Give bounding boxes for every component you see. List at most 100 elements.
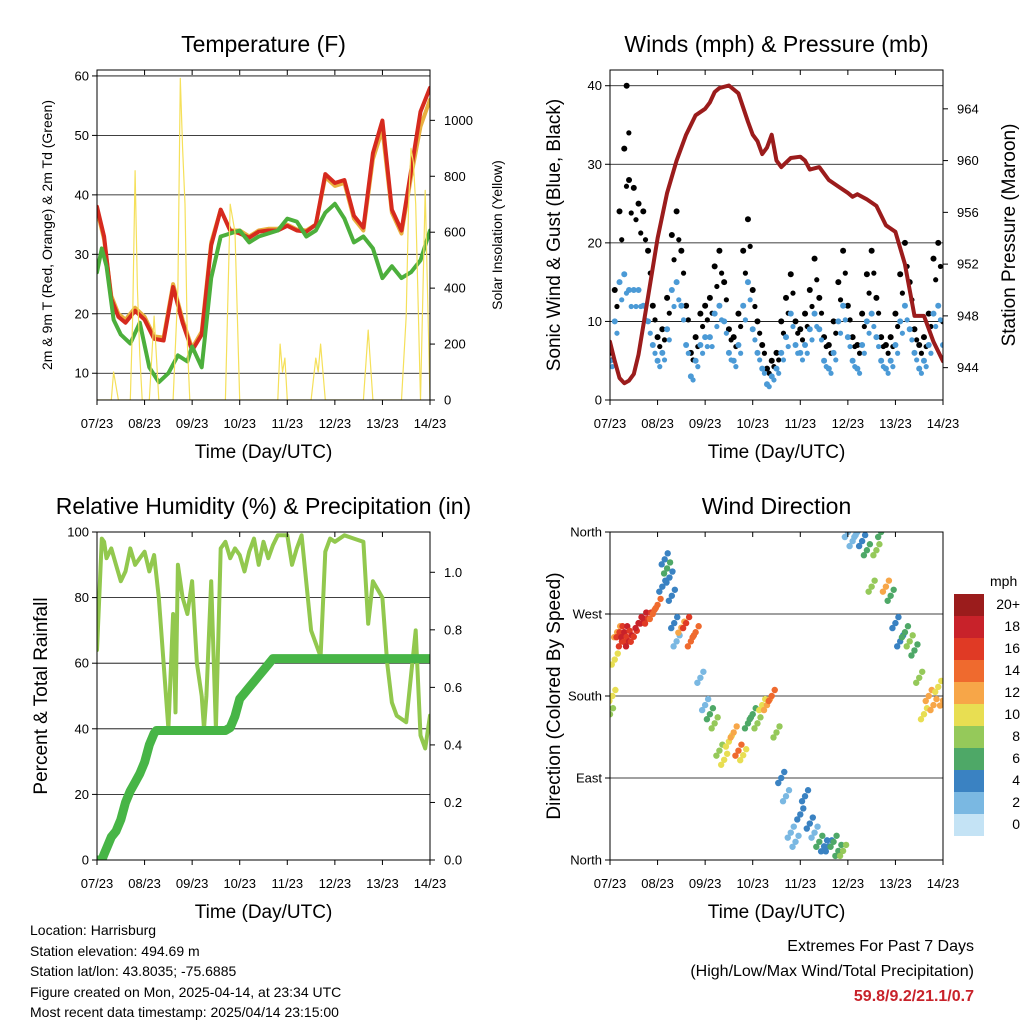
direction-point [789,843,796,850]
direction-point [795,832,802,839]
data-point [916,342,923,348]
direction-point [889,624,896,632]
data-point [899,290,905,296]
data-point [668,287,675,293]
direction-point [749,711,756,718]
direction-point [868,583,875,590]
direction-point [851,533,858,541]
x-tick-label: 13/23 [366,876,399,891]
direction-point [666,559,674,566]
data-point [816,326,823,333]
direction-point [925,692,932,700]
data-point [659,326,666,333]
direction-point [776,723,783,730]
data-point [833,330,839,336]
y-tick-label: 60 [75,68,89,83]
y-axis-label: 2m & 9m T (Red, Orange) & 2m Td (Green) [39,100,55,370]
data-point [610,364,615,370]
data-point [904,317,910,323]
direction-point [885,577,893,584]
direction-point [942,693,943,696]
data-point [766,384,772,390]
y-tick-label: 40 [75,187,89,202]
data-point [683,342,690,348]
data-point [854,342,861,348]
extremes-box: Extremes For Past 7 Days (High/Low/Max W… [690,934,974,1009]
x-tick-label: 14/23 [414,416,447,431]
data-point [623,183,630,189]
x-tick-label: 08/23 [641,416,674,431]
data-point [833,357,839,363]
x-tick-label: 12/23 [319,416,352,431]
direction-point [882,583,890,590]
direction-point [627,638,634,645]
direction-point [615,643,623,650]
direction-point [673,638,680,645]
y2-tick-label: 600 [444,225,466,240]
data-point [768,357,775,364]
colorbar-swatch [954,770,984,792]
data-point [901,239,908,246]
data-point [790,323,796,330]
data-point [649,302,656,309]
data-point [776,357,782,363]
data-point [799,357,806,363]
colorbar-swatch [954,726,984,748]
data-point [882,365,889,372]
data-point [702,302,709,309]
data-point [716,247,723,254]
data-point [642,237,649,243]
direction-point [741,725,749,732]
y2-tick-label: 0 [444,393,451,408]
direction-point [668,592,676,599]
direction-point [871,577,878,584]
extremes-subtitle: (High/Low/Max Wind/Total Precipitation) [690,963,974,980]
data-point [935,302,942,309]
data-point [771,377,777,383]
data-point [933,323,939,330]
data-point [614,330,620,336]
direction-point [813,843,820,850]
series-line [97,654,430,860]
data-point [849,357,856,364]
data-point [680,270,687,276]
direction-point [717,761,725,768]
elevation-text: Station elevation: 494.69 m [30,942,200,959]
data-point [799,337,806,343]
data-point [654,357,661,364]
data-point [733,364,739,370]
data-point [802,310,809,317]
direction-point [614,650,621,657]
data-point [633,217,639,223]
y2-tick-label: 1.0 [444,565,462,580]
data-point [628,210,634,216]
direction-point [798,798,806,805]
x-tick-label: 13/23 [879,416,912,431]
data-point [754,318,761,325]
direction-point [809,814,816,821]
data-point [901,302,908,309]
colorbar-swatch [954,748,984,770]
data-point [680,317,687,323]
data-point [828,370,834,376]
data-point [678,247,685,254]
direction-point [884,597,891,604]
direction-point [914,641,921,648]
direction-point [933,695,940,703]
direction-point [733,723,740,730]
series-line [97,97,430,351]
data-point [657,364,663,370]
y2-tick-label: 956 [957,205,979,220]
data-point [757,357,763,363]
data-point [897,318,904,325]
data-point [866,330,872,336]
data-point [840,302,847,309]
data-point [916,365,923,372]
direction-point [903,643,910,650]
data-point [818,337,825,343]
direction-point [857,523,863,529]
data-point [649,342,656,348]
x-tick-label: 10/23 [736,416,769,431]
chart-title: Relative Humidity (%) & Precipitation (i… [56,493,471,519]
